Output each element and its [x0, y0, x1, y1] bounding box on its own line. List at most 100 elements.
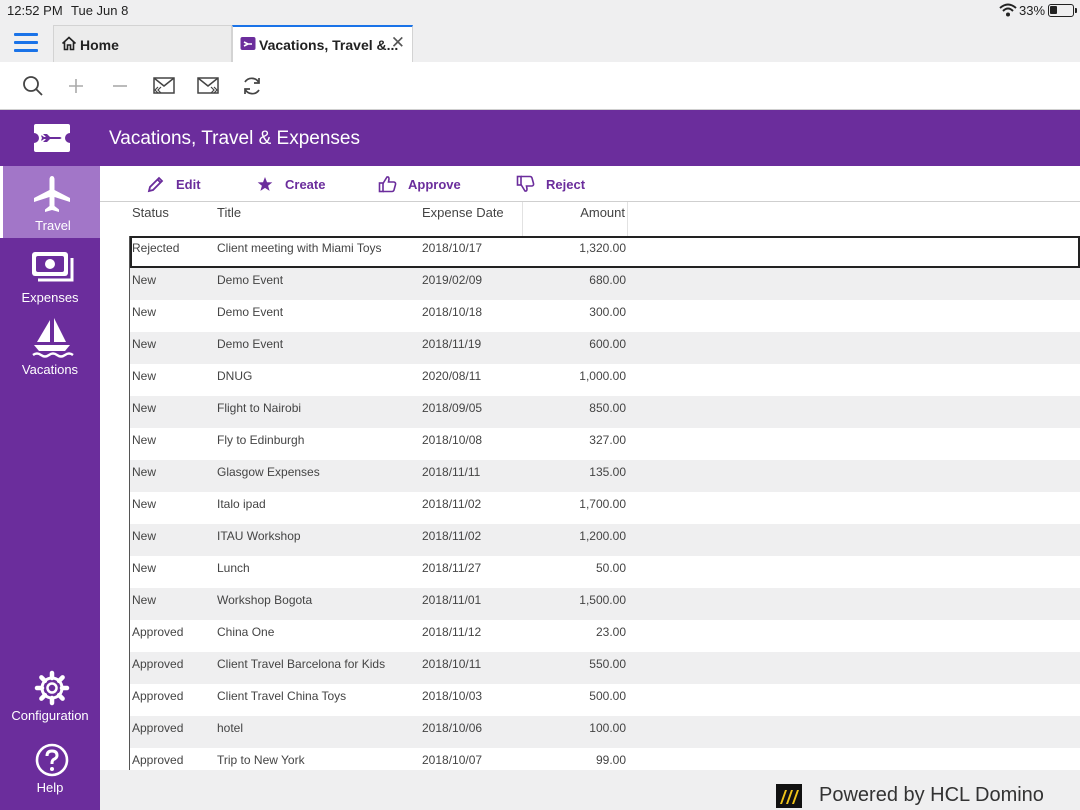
- column-header-amount[interactable]: Amount: [524, 202, 628, 236]
- title-cell: ITAU Workshop: [217, 529, 301, 543]
- table-row[interactable]: New Demo Event 2018/11/19 600.00: [130, 332, 1080, 364]
- wifi-icon: [999, 3, 1017, 17]
- sidebar-item-label: Vacations: [21, 362, 79, 377]
- amount-cell: 600.00: [589, 337, 626, 351]
- airplane-icon: [34, 176, 70, 212]
- expense-table: Status Title Expense Date Amount Rejecte…: [100, 202, 1080, 770]
- sidebar: Travel Expenses Vacations Configuration: [0, 166, 100, 810]
- sidebar-item-help[interactable]: Help: [0, 738, 100, 810]
- amount-cell: 680.00: [589, 273, 626, 287]
- sidebar-item-vacations[interactable]: Vacations: [0, 310, 100, 382]
- page-title: Vacations, Travel & Expenses: [109, 128, 360, 149]
- table-row[interactable]: New Fly to Edinburgh 2018/10/08 327.00: [130, 428, 1080, 460]
- date-cell: 2018/10/17: [422, 241, 483, 255]
- tab-label: Home: [80, 37, 119, 53]
- amount-cell: 135.00: [589, 465, 626, 479]
- date-cell: 2018/11/01: [422, 593, 482, 607]
- status-cell: New: [132, 369, 157, 383]
- date-cell: 2018/10/18: [422, 305, 483, 319]
- column-header-title[interactable]: Title: [217, 205, 242, 220]
- table-row[interactable]: New Italo ipad 2018/11/02 1,700.00: [130, 492, 1080, 524]
- table-body: Rejected Client meeting with Miami Toys 20…: [129, 236, 1080, 770]
- status-cell: New: [132, 273, 157, 287]
- tab-vacations-travel[interactable]: Vacations, Travel &... ✕: [232, 25, 413, 62]
- close-icon[interactable]: ✕: [390, 33, 405, 52]
- plus-icon[interactable]: [64, 74, 88, 98]
- amount-cell: 327.00: [589, 433, 626, 447]
- date-cell: 2018/10/11: [422, 657, 482, 671]
- title-cell: Demo Event: [217, 337, 284, 351]
- amount-cell: 300.00: [589, 305, 626, 319]
- title-cell: Demo Event: [217, 305, 284, 319]
- column-header-expense-date[interactable]: Expense Date: [422, 202, 523, 236]
- title-cell: Demo Event: [217, 273, 284, 287]
- column-header-status[interactable]: Status: [132, 205, 169, 220]
- reject-label: Reject: [546, 177, 586, 192]
- status-cell: New: [132, 465, 157, 479]
- domino-logo-icon: [776, 784, 802, 808]
- status-cell: New: [132, 561, 157, 575]
- title-cell: Trip to New York: [217, 753, 305, 767]
- refresh-icon[interactable]: [240, 74, 264, 98]
- minus-icon[interactable]: [108, 74, 132, 98]
- date-cell: 2018/11/27: [422, 561, 482, 575]
- date-cell: 2019/02/09: [422, 273, 483, 287]
- battery-percent: 33%: [1019, 3, 1046, 18]
- title-cell: DNUG: [217, 369, 253, 383]
- status-cell: New: [132, 593, 157, 607]
- table-row[interactable]: Approved Trip to New York 2018/10/07 99.00: [130, 748, 1080, 770]
- table-row[interactable]: New Glasgow Expenses 2018/11/11 135.00: [130, 460, 1080, 492]
- title-cell: hotel: [217, 721, 244, 735]
- table-row[interactable]: New Lunch 2018/11/27 50.00: [130, 556, 1080, 588]
- sidebar-item-travel[interactable]: Travel: [0, 166, 100, 238]
- travel-app-logo-icon: [34, 124, 70, 152]
- money-icon: [32, 252, 74, 282]
- home-icon: [61, 36, 77, 51]
- date-cell: 2018/10/03: [422, 689, 483, 703]
- table-row[interactable]: New Demo Event 2018/10/18 300.00: [130, 300, 1080, 332]
- search-icon[interactable]: [21, 74, 45, 98]
- thumbs-up-icon: [378, 176, 397, 193]
- table-row[interactable]: Approved China One 2018/11/12 23.00: [130, 620, 1080, 652]
- status-cell: Approved: [132, 657, 184, 671]
- status-cell: Rejected: [132, 241, 180, 255]
- approve-label: Approve: [408, 177, 461, 192]
- table-row[interactable]: Approved Client Travel China Toys 2018/10/…: [130, 684, 1080, 716]
- table-row[interactable]: New Workshop Bogota 2018/11/01 1,500.00: [130, 588, 1080, 620]
- title-cell: Fly to Edinburgh: [217, 433, 305, 447]
- menu-icon[interactable]: [14, 33, 38, 53]
- title-cell: Flight to Nairobi: [217, 401, 302, 415]
- table-row[interactable]: Approved hotel 2018/10/06 100.00: [130, 716, 1080, 748]
- amount-cell: 1,000.00: [579, 369, 626, 383]
- date-cell: 2018/09/05: [422, 401, 483, 415]
- amount-cell: 850.00: [589, 401, 626, 415]
- amount-cell: 550.00: [589, 657, 626, 671]
- footer: Powered by HCL Domino: [100, 770, 1080, 810]
- sidebar-item-label: Configuration: [11, 708, 89, 723]
- sidebar-item-expenses[interactable]: Expenses: [0, 238, 100, 310]
- help-icon: [35, 743, 69, 777]
- mail-forward-icon[interactable]: [196, 74, 220, 98]
- amount-cell: 23.00: [595, 625, 626, 639]
- table-row[interactable]: Approved Client Travel Barcelona for Kids…: [130, 652, 1080, 684]
- status-cell: New: [132, 401, 157, 415]
- status-date: Tue Jun 8: [71, 3, 129, 18]
- sidebar-item-label: Help: [36, 780, 64, 795]
- title-cell: Client meeting with Miami Toys: [217, 241, 382, 255]
- amount-cell: 500.00: [589, 689, 626, 703]
- table-row[interactable]: New ITAU Workshop 2018/11/02 1,200.00: [130, 524, 1080, 556]
- table-row[interactable]: New Flight to Nairobi 2018/09/05 850.00: [130, 396, 1080, 428]
- mail-reply-icon[interactable]: [152, 74, 176, 98]
- table-row[interactable]: Rejected Client meeting with Miami Toys 20…: [130, 236, 1080, 268]
- title-cell: Client Travel China Toys: [217, 689, 347, 703]
- sailboat-icon: [32, 318, 74, 358]
- table-row[interactable]: New Demo Event 2019/02/09 680.00: [130, 268, 1080, 300]
- amount-cell: 50.00: [595, 561, 626, 575]
- tab-home[interactable]: Home: [53, 25, 232, 62]
- table-row[interactable]: New DNUG 2020/08/11 1,000.00: [130, 364, 1080, 396]
- status-cell: New: [132, 529, 157, 543]
- title-cell: China One: [217, 625, 275, 639]
- status-cell: New: [132, 305, 157, 319]
- sidebar-item-configuration[interactable]: Configuration: [0, 666, 100, 738]
- tab-bar: Home Vacations, Travel &... ✕: [0, 22, 1080, 62]
